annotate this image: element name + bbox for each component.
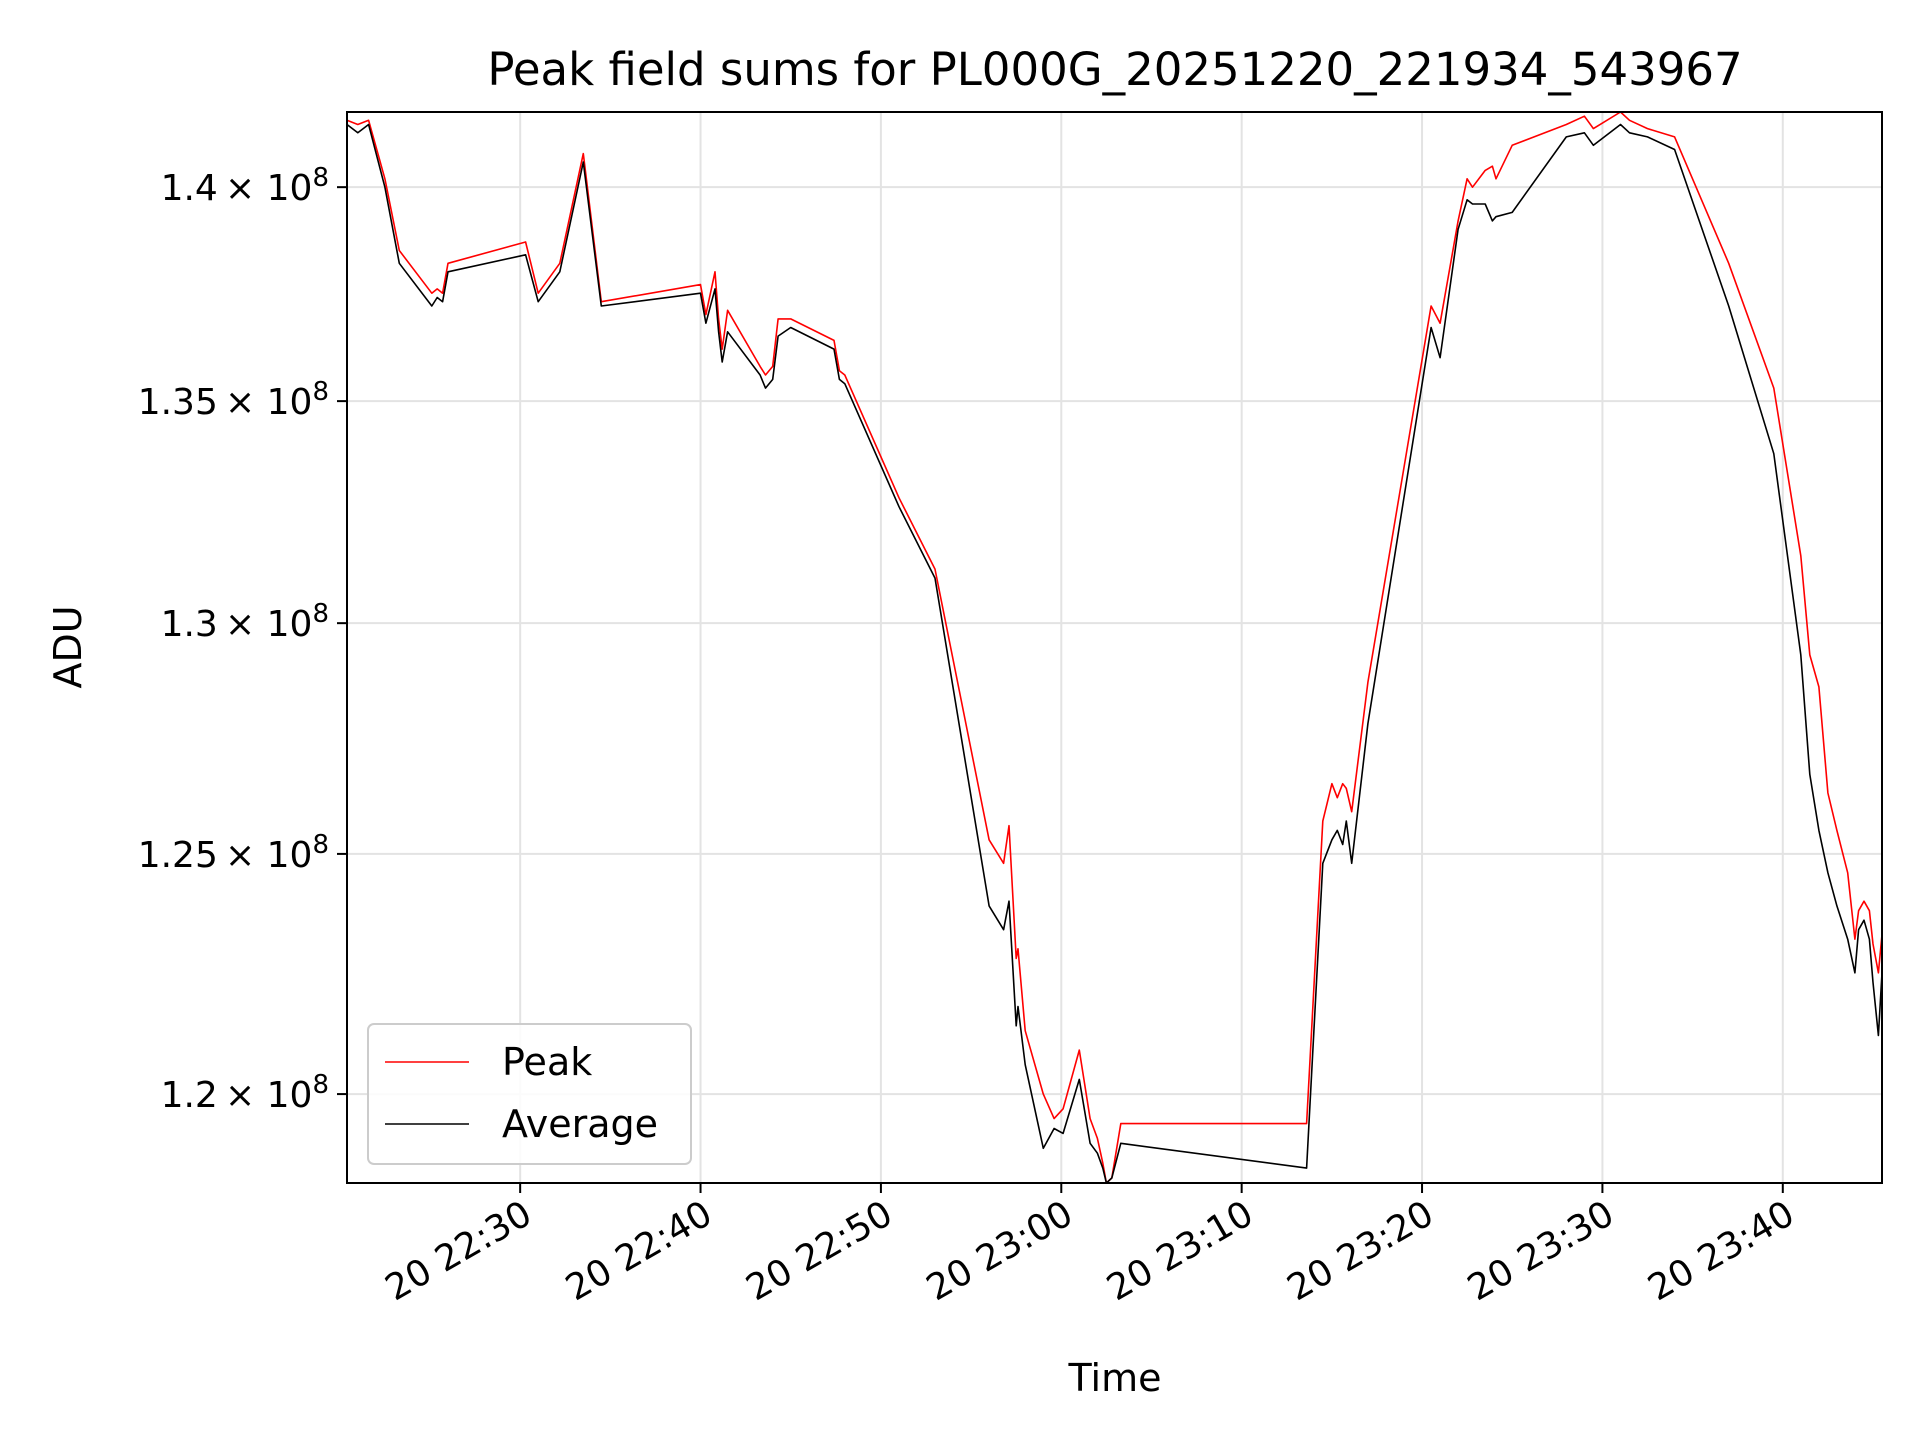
y-tick-label: 1.3 × 108 <box>161 599 329 645</box>
y-tick-times: × 10 <box>218 604 313 645</box>
legend: Peak Average <box>367 1023 692 1165</box>
chart-title: Peak field sums for PL000G_20251220_2219… <box>487 43 1742 96</box>
y-axis-label: ADU <box>46 605 90 688</box>
y-tick-times: × 10 <box>218 382 313 423</box>
y-tick-label: 1.4 × 108 <box>161 163 329 209</box>
legend-label-average: Average <box>502 1102 658 1146</box>
y-tick-label: 1.35 × 108 <box>138 377 329 423</box>
y-tick-mantissa: 1.35 <box>138 382 218 423</box>
legend-box <box>367 1023 692 1165</box>
y-tick-mantissa: 1.3 <box>161 604 218 645</box>
grid <box>347 112 1882 1183</box>
y-tick-exponent: 8 <box>312 599 329 629</box>
y-tick-times: × 10 <box>218 168 313 209</box>
y-tick-exponent: 8 <box>312 1070 329 1100</box>
y-tick-label: 1.25 × 108 <box>138 830 329 876</box>
series-layer <box>346 111 1883 1184</box>
y-tick-exponent: 8 <box>312 163 329 193</box>
y-tick-mantissa: 1.25 <box>138 835 218 876</box>
legend-label-peak: Peak <box>502 1040 592 1084</box>
y-tick-exponent: 8 <box>312 377 329 407</box>
y-tick-mantissa: 1.4 <box>161 168 218 209</box>
series-line-peak <box>346 111 1883 1184</box>
y-tick-times: × 10 <box>218 1075 313 1116</box>
y-tick-mantissa: 1.2 <box>161 1075 218 1116</box>
series-line-average <box>346 123 1883 1184</box>
x-axis-label: Time <box>1068 1356 1162 1400</box>
y-tick-label: 1.2 × 108 <box>161 1070 329 1116</box>
y-tick-times: × 10 <box>218 835 313 876</box>
y-tick-exponent: 8 <box>312 830 329 860</box>
plot-frame <box>346 111 1883 1184</box>
